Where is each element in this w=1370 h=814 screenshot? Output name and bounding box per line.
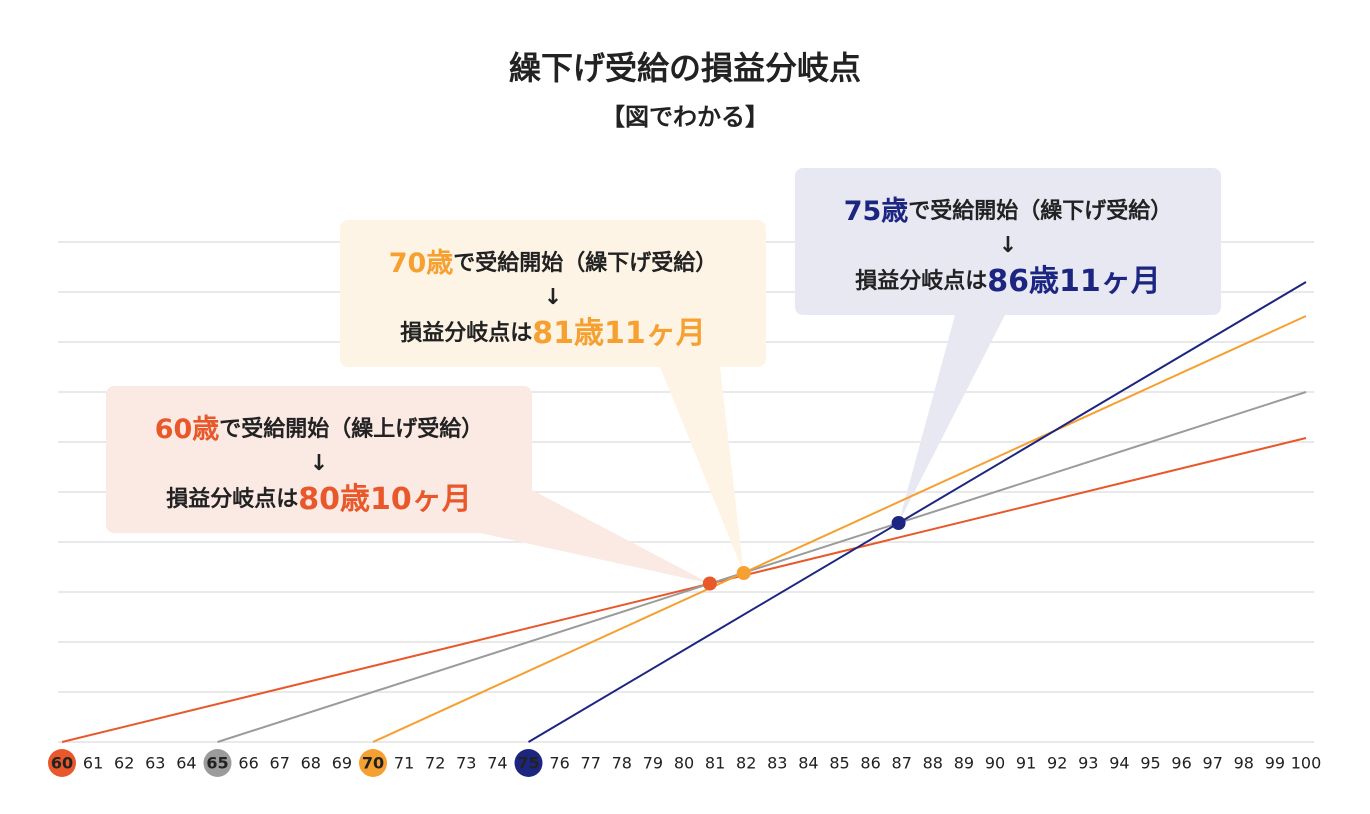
break-even-point — [702, 576, 717, 591]
callout-line: 損益分岐点は80歳10ヶ月 — [166, 482, 472, 517]
series-line — [372, 315, 1307, 743]
x-tick-label: 98 — [1234, 754, 1254, 773]
x-tick-label: 65 — [206, 754, 228, 773]
x-tick-label: 60 — [51, 754, 73, 773]
x-tick-label: 84 — [798, 754, 818, 773]
x-tick-label: 89 — [954, 754, 974, 773]
x-tick-badge — [514, 749, 543, 777]
callout-result: 80歳10ヶ月 — [298, 482, 472, 517]
x-tick-label: 82 — [736, 754, 756, 773]
x-tick-label: 83 — [767, 754, 787, 773]
chart-title: 繰下げ受給の損益分岐点 — [509, 49, 861, 87]
x-tick-label: 94 — [1109, 754, 1129, 773]
callout-age: 60歳 — [155, 414, 220, 445]
callout-prefix: 損益分岐点は — [166, 486, 298, 512]
x-tick-label: 88 — [923, 754, 943, 773]
x-tick-badge — [48, 749, 76, 777]
callout-age: 75歳 — [844, 196, 909, 227]
break-even-point — [736, 566, 751, 580]
callout-line: 60歳で受給開始（繰上げ受給） — [155, 414, 484, 445]
x-tick-label: 74 — [487, 754, 507, 773]
x-tick-label: 73 — [456, 754, 476, 773]
series-line — [61, 437, 1307, 743]
break-even-point — [891, 516, 906, 530]
x-tick-label: 91 — [1016, 754, 1036, 773]
x-tick-badge — [359, 749, 387, 777]
x-tick-label: 97 — [1203, 754, 1223, 773]
series-line — [217, 391, 1307, 743]
x-tick-label: 61 — [83, 754, 103, 773]
x-tick-label: 90 — [985, 754, 1005, 773]
x-tick-label: 100 — [1291, 754, 1322, 773]
x-tick-label: 99 — [1265, 754, 1285, 773]
x-tick-label: 87 — [892, 754, 912, 773]
x-tick-label: 78 — [612, 754, 632, 773]
x-tick-label: 86 — [860, 754, 880, 773]
x-tick-label: 66 — [238, 754, 258, 773]
callout-result: 81歳11ヶ月 — [532, 316, 706, 351]
callout-box — [106, 386, 532, 533]
callout-line: 損益分岐点は81歳11ヶ月 — [400, 316, 706, 351]
callout-arrow: ↓ — [999, 233, 1017, 258]
callout-pointer — [480, 490, 710, 584]
x-tick-label: 64 — [176, 754, 196, 773]
x-tick-label: 76 — [549, 754, 569, 773]
callout-prefix: 損益分岐点は — [400, 320, 532, 346]
x-tick-label: 63 — [145, 754, 165, 773]
callout-arrow: ↓ — [310, 451, 328, 476]
x-tick-label: 71 — [394, 754, 414, 773]
callout-text: で受給開始（繰上げ受給） — [219, 416, 483, 442]
x-tick-label: 79 — [643, 754, 663, 773]
callout-text: で受給開始（繰下げ受給） — [908, 198, 1172, 224]
callout-line: 損益分岐点は86歳11ヶ月 — [855, 264, 1161, 299]
x-tick-label: 62 — [114, 754, 134, 773]
callout-age: 70歳 — [389, 248, 454, 279]
x-tick-label: 93 — [1078, 754, 1098, 773]
callout-pointer — [660, 367, 744, 573]
callout-box — [795, 168, 1221, 315]
callout-prefix: 損益分岐点は — [855, 268, 987, 294]
x-tick-badge — [203, 749, 232, 777]
callout-result: 86歳11ヶ月 — [987, 264, 1161, 299]
callout-pointer — [898, 315, 1005, 523]
x-tick-label: 92 — [1047, 754, 1067, 773]
x-tick-label: 72 — [425, 754, 445, 773]
callout-box — [340, 220, 766, 367]
x-tick-label: 77 — [581, 754, 601, 773]
x-tick-label: 85 — [829, 754, 849, 773]
chart-subtitle: 【図でわかる】 — [601, 103, 769, 131]
x-tick-label: 96 — [1171, 754, 1191, 773]
callout-text: で受給開始（繰下げ受給） — [453, 250, 717, 276]
callout-line: 70歳で受給開始（繰下げ受給） — [389, 248, 718, 279]
x-tick-label: 70 — [362, 754, 384, 773]
x-tick-label: 67 — [270, 754, 290, 773]
x-tick-label: 75 — [517, 754, 539, 773]
callout-line: 75歳で受給開始（繰下げ受給） — [844, 196, 1173, 227]
x-tick-label: 69 — [332, 754, 352, 773]
callout-arrow: ↓ — [544, 285, 562, 310]
x-tick-label: 68 — [301, 754, 321, 773]
series-line — [527, 281, 1307, 743]
x-tick-label: 81 — [705, 754, 725, 773]
x-tick-label: 80 — [674, 754, 694, 773]
x-tick-label: 95 — [1140, 754, 1160, 773]
